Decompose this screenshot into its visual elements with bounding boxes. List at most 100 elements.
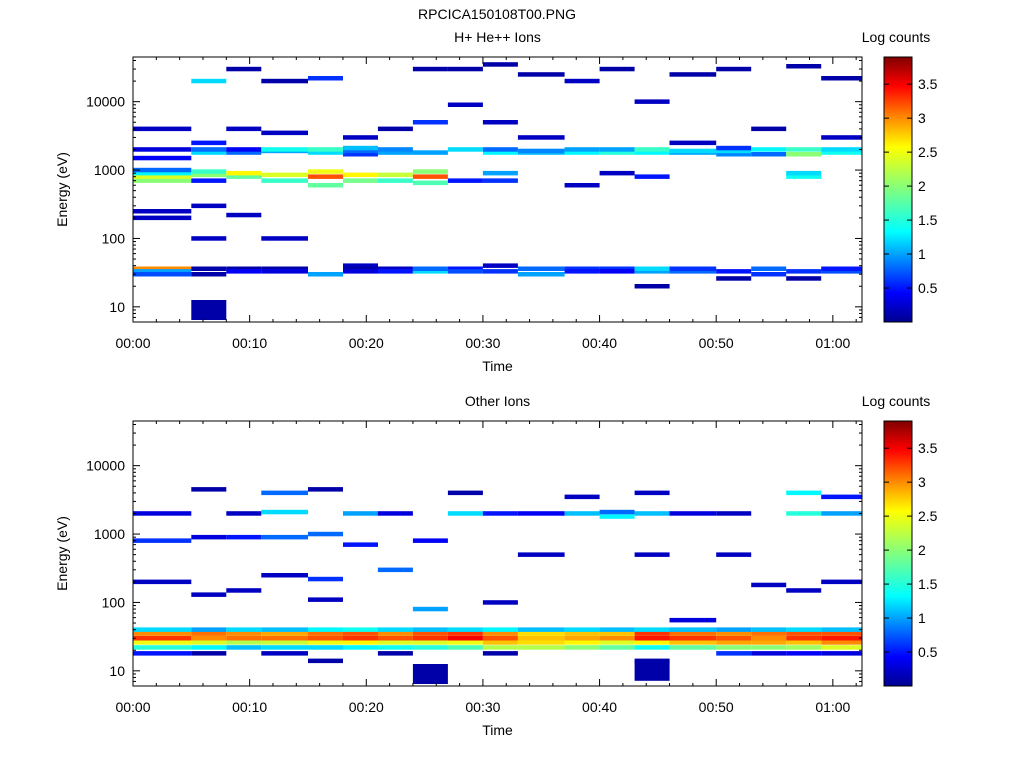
heatmap-cell	[447, 645, 483, 650]
heatmap-cell	[261, 266, 308, 271]
heatmap-cell	[261, 640, 308, 645]
heatmap-cell	[517, 631, 565, 636]
colorbar-label: Log counts	[862, 29, 931, 45]
heatmap-cell	[343, 640, 378, 645]
heatmap-cell	[716, 269, 752, 274]
heatmap-cell	[821, 494, 862, 500]
heatmap-cell	[133, 178, 192, 183]
heatmap-cell	[751, 272, 787, 277]
colorbar-tick-label: 3.5	[918, 440, 938, 456]
heatmap-cell	[191, 640, 227, 645]
heatmap-cell	[634, 266, 670, 271]
heatmap-cell	[634, 150, 670, 155]
heatmap-cell	[308, 640, 343, 645]
heatmap-cell	[343, 645, 378, 650]
heatmap-cell	[634, 660, 670, 681]
heatmap-cell	[669, 636, 717, 641]
heatmap-cell	[786, 627, 822, 632]
heatmap-cell	[261, 269, 308, 274]
heatmap-cell	[599, 147, 635, 152]
heatmap-cell	[343, 636, 378, 641]
heatmap-cell	[716, 552, 752, 557]
heatmap-cell	[786, 147, 822, 152]
heatmap-cell	[786, 636, 822, 641]
heatmap-cell	[599, 640, 635, 645]
heatmap-cell	[412, 631, 448, 636]
heatmap-cell	[261, 627, 308, 632]
heatmap-cell	[191, 627, 227, 632]
heatmap-cell	[226, 212, 262, 218]
colorbar-tick-label: 1	[918, 610, 926, 626]
heatmap-cell	[261, 178, 308, 183]
x-tick-label: 00:20	[349, 699, 384, 715]
heatmap-cell	[191, 78, 227, 84]
heatmap-cell	[634, 174, 670, 179]
heatmap-cell	[377, 640, 413, 645]
heatmap-cell	[412, 269, 448, 274]
heatmap-cell	[482, 263, 518, 268]
colorbar-tick-label: 3.5	[918, 76, 938, 92]
heatmap-cell	[343, 178, 378, 183]
heatmap-cell	[599, 266, 635, 271]
heatmap-cell	[377, 269, 413, 274]
heatmap-cell	[482, 511, 518, 516]
heatmap-cell	[821, 636, 862, 641]
heatmap-cell	[821, 640, 862, 645]
heatmap-cell	[226, 266, 262, 271]
heatmap-cell	[412, 120, 448, 125]
heatmap-cell	[308, 627, 343, 632]
y-tick-label: 100	[102, 594, 126, 610]
heatmap-cell	[517, 627, 565, 632]
heatmap-cell	[377, 631, 413, 636]
heatmap-cell	[377, 511, 413, 516]
heatmap-cell	[133, 126, 192, 132]
heatmap-cell	[669, 148, 717, 154]
heatmap-cell	[261, 534, 308, 540]
panel-title: H+ He++ Ions	[454, 29, 541, 45]
x-tick-label: 00:20	[349, 335, 384, 351]
x-tick-label: 01:00	[815, 335, 850, 351]
heatmap-cell	[308, 174, 343, 179]
heatmap-cell	[191, 236, 227, 241]
colorbar	[883, 56, 913, 323]
heatmap-cell	[786, 174, 822, 179]
heatmap-cell	[716, 152, 752, 157]
heatmap-cell	[634, 147, 670, 152]
heatmap-cell	[564, 78, 600, 84]
heatmap-cell	[308, 531, 343, 537]
heatmap-cell	[308, 169, 343, 174]
heatmap-cell	[343, 172, 378, 178]
heatmap-cell	[261, 636, 308, 641]
heatmap-cell	[226, 645, 262, 650]
heatmap-cell	[226, 269, 262, 274]
heatmap-cell	[599, 170, 635, 176]
heatmap-cell	[412, 169, 448, 174]
heatmap-cell	[564, 269, 600, 274]
heatmap-cell	[226, 66, 262, 72]
x-tick-label: 00:00	[115, 699, 150, 715]
heatmap-cell	[751, 147, 787, 152]
heatmap-cell	[308, 658, 343, 664]
heatmap-cell	[821, 651, 862, 656]
heatmap-cell	[191, 300, 227, 320]
heatmap-cell	[821, 135, 862, 140]
heatmap-cell	[133, 167, 192, 173]
heatmap-cell	[634, 645, 670, 650]
heatmap-cell	[716, 511, 752, 516]
colorbar-tick-label: 1	[918, 246, 926, 262]
heatmap-cell	[377, 266, 413, 271]
heatmap-cell	[517, 148, 565, 154]
y-tick-label: 100	[102, 230, 126, 246]
x-tick-label: 00:30	[465, 699, 500, 715]
heatmap-cell	[133, 511, 192, 516]
heatmap-cell	[377, 567, 413, 573]
heatmap-cell	[191, 147, 227, 152]
heatmap-cell	[482, 645, 518, 650]
y-tick-label: 10	[109, 299, 125, 315]
heatmap-cell	[191, 169, 227, 174]
heatmap-cell	[786, 170, 822, 176]
heatmap-cell	[564, 627, 600, 632]
colorbar-tick-label: 1.5	[918, 576, 938, 592]
heatmap-cell	[447, 490, 483, 496]
plot-frame	[132, 56, 863, 323]
